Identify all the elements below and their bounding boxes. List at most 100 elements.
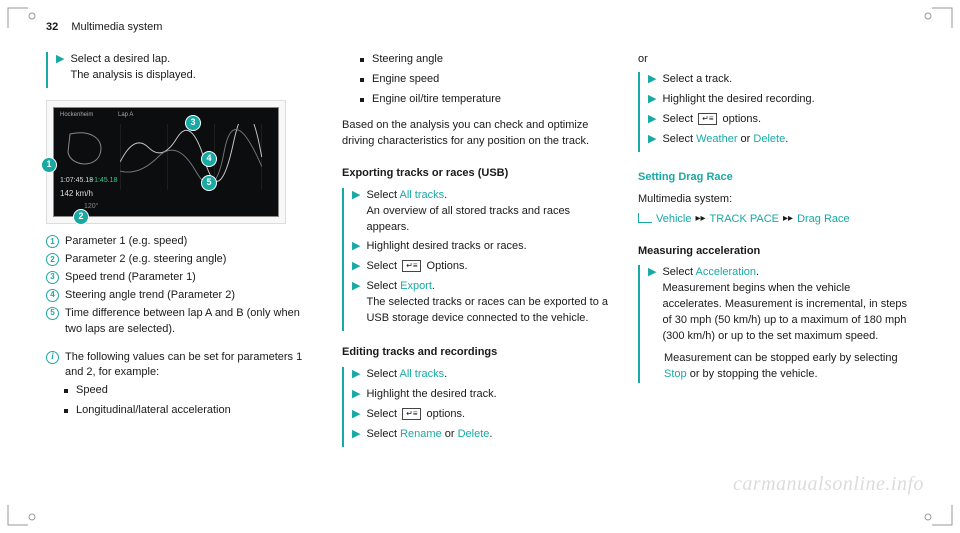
step-arrow-icon: ▶ [352,279,360,295]
track-map [60,124,110,174]
options-icon: ↵≡ [698,113,717,125]
marker-2: 2 [73,209,89,225]
t: Select [366,368,399,380]
export-steps: ▶ Select All tracks. An overview of all … [342,188,612,332]
step-arrow-icon: ▶ [352,367,360,383]
bullet-text: Engine speed [372,72,439,88]
legend-text: Steering angle trend (Parameter 2) [65,288,235,304]
marker-1: 1 [41,157,57,173]
chevron-icon: ▸▸ [783,212,793,227]
info-bullets: Speed Longitudinal/lateral acceleration [64,383,316,423]
step-arrow-icon: ▶ [56,52,64,68]
t: Options. [423,260,467,272]
legend-number: 2 [46,253,59,266]
legend-item-1: 1 Parameter 1 (e.g. speed) [46,234,316,250]
measure-body2: Measurement can be stopped early by sele… [664,351,908,383]
step-arrow-icon: ▶ [352,427,360,443]
step-text: Select Rename or Delete. [366,427,492,443]
t: Measurement begins when the vehicle acce… [662,282,907,342]
top-bullets: Steering angle Engine speed Engine oil/t… [360,52,612,112]
bullet-item: Engine oil/tire temperature [360,92,612,108]
step-arrow-icon: ▶ [352,387,360,403]
chart-area [114,124,268,190]
step-arrow-icon: ▶ [352,188,360,204]
or-label: or [638,52,908,68]
step-arrow-icon: ▶ [648,72,656,88]
legend-number: 5 [46,307,59,320]
track-name: Hockenheim [60,111,93,120]
step-text: Select a desired lap. The analysis is di… [70,52,195,84]
info-text: The following values can be set for para… [65,350,316,382]
measure-heading: Measuring acceleration [638,244,908,260]
page-body: ▶ Select a desired lap. The analysis is … [0,0,960,473]
step-arrow-icon: ▶ [648,92,656,108]
step-arrow-icon: ▶ [352,239,360,255]
analysis-screenshot: Hockenheim Lap A 1:07:45.18 +1:45.18 142… [46,100,286,224]
corner-decoration [6,491,42,527]
t: An overview of all stored tracks and rac… [366,205,570,233]
t: Select [366,408,400,420]
bullet-icon [360,98,364,102]
chevron-icon: ▸▸ [695,212,705,227]
step-text: Select a track. [662,72,732,88]
bc-drag: Drag Race [797,212,850,228]
bullet-icon [64,409,68,413]
t: Select [366,428,400,440]
drag-heading: Setting Drag Race [638,170,908,186]
bullet-item: Engine speed [360,72,612,88]
watermark: carmanualsonline.info [733,470,924,499]
step-arrow-icon: ▶ [648,112,656,128]
measure-steps: ▶ Select Acceleration. Measurement begin… [638,265,908,383]
bullet-text: Steering angle [372,52,443,68]
t: . [489,428,492,440]
legend-number: 4 [46,289,59,302]
link-export: Export [400,280,432,292]
step-text: Select Export. The selected tracks or ra… [366,279,612,327]
t: Select [366,189,399,201]
link-weather: Weather [696,133,737,145]
bullet-item: Steering angle [360,52,612,68]
step-line1: Select a desired lap. [70,53,170,65]
link-acceleration: Acceleration [696,266,757,278]
t: Select [662,266,695,278]
t: Measurement can be stopped early by sele… [664,352,898,364]
column-1: ▶ Select a desired lap. The analysis is … [46,52,316,453]
legend-item-4: 4 Steering angle trend (Parameter 2) [46,288,316,304]
info-block: i The following values can be set for pa… [46,350,316,382]
t: . [444,189,447,201]
link-delete: Delete [753,133,785,145]
lap-label: Lap A [118,111,133,120]
marker-3: 3 [185,115,201,131]
t: . [444,368,447,380]
t: Select [366,260,400,272]
link-all-tracks: All tracks [400,368,445,380]
t: Select [662,113,696,125]
link-delete: Delete [458,428,490,440]
bullet-item: Longitudinal/lateral acceleration [64,403,316,419]
marker-5: 5 [201,175,217,191]
page-header: 32 Multimedia system [46,20,162,36]
legend-text: Parameter 1 (e.g. speed) [65,234,187,250]
step-text: Highlight the desired track. [366,387,496,403]
legend-text: Parameter 2 (e.g. steering angle) [65,252,226,268]
legend-number: 3 [46,271,59,284]
t: . [432,280,435,292]
step-text: Select All tracks. [366,367,447,383]
edit-steps: ▶ Select All tracks. ▶ Highlight the des… [342,367,612,447]
time-a: 1:07:45.18 [60,176,93,186]
bc-track: TRACK PACE [710,212,779,228]
options-icon: ↵≡ [402,408,421,420]
link-all-tracks: All tracks [400,189,445,201]
column-3: or ▶ Select a track. ▶ Highlight the des… [638,52,908,453]
step-text: Select All tracks. An overview of all st… [366,188,612,236]
step-text: Highlight the desired recording. [662,92,814,108]
step-block: ▶ Select a desired lap. The analysis is … [46,52,316,88]
info-icon: i [46,351,59,364]
t: or [442,428,458,440]
t: The selected tracks or races can be expo… [366,296,608,324]
link-stop: Stop [664,368,687,380]
or-steps: ▶ Select a track. ▶ Highlight the desire… [638,72,908,152]
bullet-icon [360,58,364,62]
t: Select [662,133,696,145]
t: options. [423,408,465,420]
